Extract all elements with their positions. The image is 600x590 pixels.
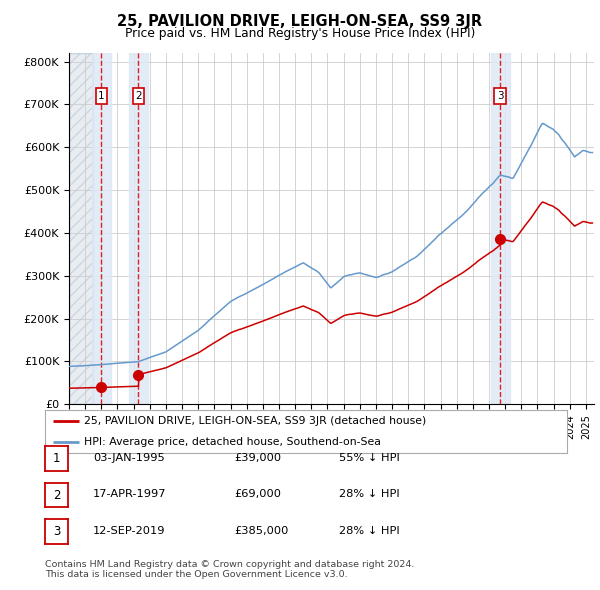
Text: 1: 1 [98,91,105,101]
Bar [491,53,510,404]
Bar [69,53,93,404]
Text: 3: 3 [53,525,60,538]
Text: 55% ↓ HPI: 55% ↓ HPI [339,453,400,463]
Text: £385,000: £385,000 [234,526,289,536]
Text: 03-JAN-1995: 03-JAN-1995 [93,453,165,463]
Text: £69,000: £69,000 [234,490,281,499]
Text: £39,000: £39,000 [234,453,281,463]
Bar [92,53,111,404]
Text: Contains HM Land Registry data © Crown copyright and database right 2024.
This d: Contains HM Land Registry data © Crown c… [45,560,415,579]
Text: 28% ↓ HPI: 28% ↓ HPI [339,526,400,536]
Text: 2: 2 [53,489,60,502]
Text: 3: 3 [497,91,503,101]
Text: HPI: Average price, detached house, Southend-on-Sea: HPI: Average price, detached house, Sout… [84,437,381,447]
Bar [69,53,93,404]
Text: 12-SEP-2019: 12-SEP-2019 [93,526,166,536]
Text: 28% ↓ HPI: 28% ↓ HPI [339,490,400,499]
Text: Price paid vs. HM Land Registry's House Price Index (HPI): Price paid vs. HM Land Registry's House … [125,27,475,40]
Text: 2: 2 [135,91,142,101]
Text: 25, PAVILION DRIVE, LEIGH-ON-SEA, SS9 3JR: 25, PAVILION DRIVE, LEIGH-ON-SEA, SS9 3J… [118,14,482,29]
Text: 1: 1 [53,452,60,465]
Text: 17-APR-1997: 17-APR-1997 [93,490,167,499]
Bar [129,53,148,404]
Text: 25, PAVILION DRIVE, LEIGH-ON-SEA, SS9 3JR (detached house): 25, PAVILION DRIVE, LEIGH-ON-SEA, SS9 3J… [84,416,427,425]
